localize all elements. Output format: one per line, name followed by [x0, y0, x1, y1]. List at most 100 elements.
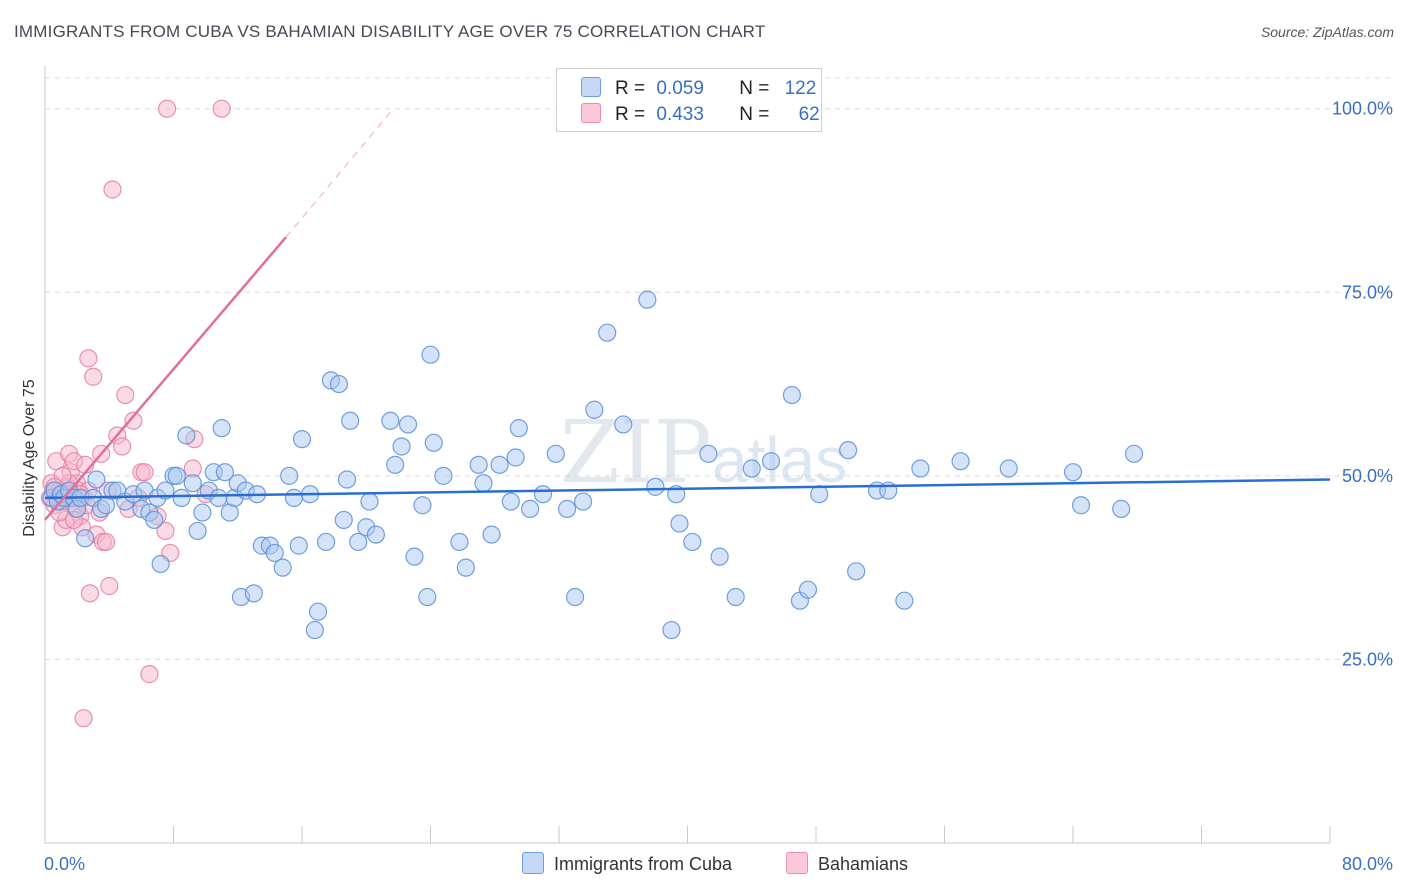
cuba-point	[265, 543, 284, 563]
bahamians-point	[157, 99, 177, 118]
x-tick-label-min: 0.0%	[44, 854, 85, 874]
cuba-point	[847, 562, 866, 581]
cuba-point	[951, 452, 970, 471]
cuba-point	[76, 529, 95, 548]
cuba-point	[156, 481, 175, 500]
cuba-point	[215, 463, 234, 482]
cuba-point	[761, 452, 781, 471]
cuba-point	[341, 411, 360, 430]
legend-label-cuba: Immigrants from Cuba	[554, 854, 733, 874]
cuba-point	[895, 591, 914, 610]
cuba-point	[316, 532, 336, 552]
cuba-point	[683, 532, 702, 552]
watermark-zip: ZIP	[560, 403, 712, 503]
cuba-point	[292, 430, 312, 449]
cuba-point	[726, 587, 745, 607]
cuba-point	[386, 455, 405, 474]
bahamians-trend-line	[44, 236, 287, 521]
bahamians-point	[74, 709, 93, 728]
cuba-point	[598, 323, 617, 342]
cuba-point	[646, 477, 665, 496]
cuba-point	[188, 521, 207, 541]
n-value-cuba: 122	[784, 78, 817, 99]
bahamians-point	[103, 180, 122, 199]
cuba-point	[87, 470, 106, 489]
cuba-point	[284, 488, 304, 507]
cuba-point	[366, 525, 385, 544]
bahamians-point	[116, 385, 135, 405]
cuba-point	[305, 620, 324, 640]
cuba-point	[670, 514, 689, 533]
cuba-point	[782, 385, 802, 405]
cuba-point	[911, 459, 930, 478]
legend-item-bahamians[interactable]: Bahamians	[786, 852, 908, 875]
bahamians-point	[79, 349, 98, 368]
r-value-bahamians: 0.433	[656, 104, 704, 125]
cuba-point	[418, 587, 437, 607]
cuba-point	[308, 602, 328, 621]
cuba-point	[177, 426, 196, 445]
cuba-point	[398, 415, 418, 434]
y-tick-label: 75.0%	[1342, 282, 1393, 302]
cuba-point	[273, 558, 292, 577]
cuba-point	[193, 503, 212, 522]
cuba-point	[533, 485, 553, 504]
cuba-point	[337, 470, 357, 489]
cuba-point	[546, 444, 565, 463]
chart-title: IMMIGRANTS FROM CUBA VS BAHAMIAN DISABIL…	[14, 22, 766, 41]
cuba-point	[172, 488, 191, 507]
bahamians-point	[112, 437, 132, 456]
cuba-point	[244, 584, 263, 603]
n-value-bahamians: 62	[798, 104, 820, 125]
cuba-point	[1112, 499, 1131, 518]
cuba-point	[699, 444, 718, 463]
cuba-point	[421, 345, 440, 364]
axis-ticks	[44, 826, 1331, 843]
cuba-point	[212, 419, 231, 438]
cuba-point	[334, 510, 353, 530]
r-value-cuba: 0.059	[656, 78, 704, 99]
bahamians-point	[100, 576, 119, 596]
bahamians-trend-extension	[285, 112, 391, 238]
cuba-point	[509, 419, 528, 438]
cuba-point	[167, 466, 186, 485]
cuba-point	[456, 558, 475, 577]
bahamians-point	[96, 532, 116, 552]
cuba-point	[392, 437, 411, 456]
cuba-point	[349, 532, 368, 552]
cuba-point	[474, 474, 493, 493]
correlation-legend: R = 0.059 N = 122 R = 0.433 N = 62	[556, 68, 822, 132]
cuba-point	[145, 510, 164, 530]
bahamians-point	[140, 665, 159, 684]
bahamians-point	[135, 463, 154, 482]
pink-swatch	[581, 103, 601, 123]
legend-item-cuba[interactable]: Immigrants from Cuba	[522, 852, 732, 875]
blue-legend-swatch	[522, 852, 544, 874]
cuba-point	[289, 536, 308, 555]
blue-swatch	[581, 77, 601, 97]
cuba-point	[710, 547, 729, 566]
cuba-point	[573, 492, 593, 511]
cuba-point	[434, 466, 453, 485]
cuba-point	[490, 455, 509, 474]
y-tick-label: 25.0%	[1342, 649, 1393, 669]
legend-row-bahamians: R = 0.433 N = 62	[581, 103, 820, 127]
cuba-point	[565, 587, 585, 607]
cuba-point	[999, 459, 1018, 478]
cuba-point	[424, 433, 443, 452]
cuba-point	[1124, 444, 1144, 463]
cuba-point	[662, 620, 681, 640]
cuba-point	[413, 496, 432, 515]
cuba-point	[329, 374, 349, 394]
cuba-point	[482, 525, 501, 544]
cuba-point	[839, 441, 858, 460]
cuba-point	[209, 488, 228, 507]
bahamians-point	[80, 584, 100, 603]
axis-labels: 25.0% 50.0% 75.0% 100.0% 0.0% 80.0% Disability…	[21, 99, 1393, 874]
y-tick-label: 50.0%	[1342, 466, 1393, 486]
cuba-point	[614, 415, 633, 434]
cuba-point	[469, 455, 488, 474]
pink-legend-swatch	[786, 852, 808, 874]
bahamians-point	[156, 521, 175, 541]
